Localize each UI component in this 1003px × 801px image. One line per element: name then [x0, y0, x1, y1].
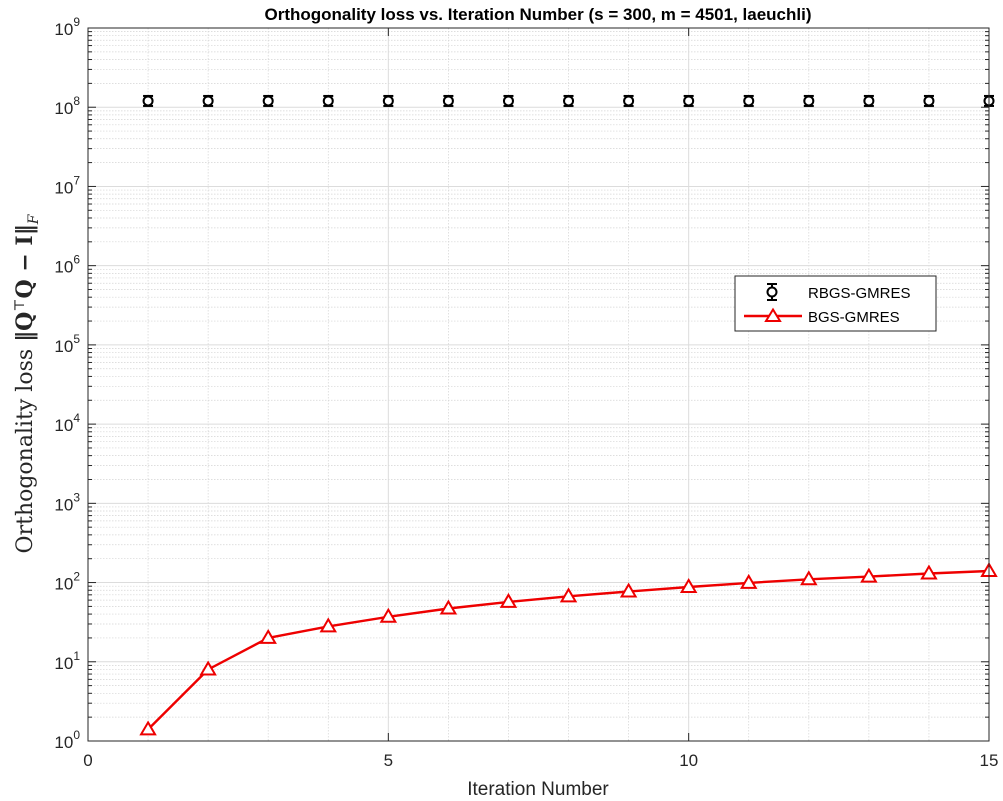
chart-title: Orthogonality loss vs. Iteration Number …: [264, 5, 811, 24]
y-tick-base: 10: [54, 733, 73, 752]
y-tick-exponent: 1: [73, 649, 80, 663]
bgs-gmres-markers: [139, 561, 998, 736]
rbgs-gmres-point: [442, 94, 454, 107]
rbgs-gmres-point: [382, 94, 394, 107]
y-tick-base: 10: [54, 258, 73, 277]
y-tick-label: 104: [54, 411, 80, 435]
rbgs-gmres-point: [502, 94, 514, 107]
y-tick-label: 101: [54, 649, 80, 673]
y-tick-base: 10: [54, 416, 73, 435]
y-tick-label: 103: [54, 490, 80, 514]
bgs-gmres-point: [860, 567, 878, 583]
y-tick-exponent: 4: [73, 411, 80, 425]
y-tick-exponent: 6: [73, 253, 80, 267]
bgs-gmres-point: [139, 720, 157, 736]
bgs-gmres-point: [800, 570, 818, 586]
rbgs-gmres-point: [563, 94, 575, 107]
y-tick-label: 102: [54, 570, 80, 594]
rbgs-gmres-point: [322, 94, 334, 107]
y-axis-label-sup: ⊤: [12, 298, 28, 311]
y-tick-exponent: 8: [73, 94, 80, 108]
rbgs-gmres-point: [202, 94, 214, 107]
rbgs-gmres-series: [142, 94, 995, 107]
y-tick-base: 10: [54, 178, 73, 197]
y-tick-label: 108: [54, 94, 80, 118]
y-tick-exponent: 3: [73, 490, 80, 504]
rbgs-gmres-point: [683, 94, 695, 107]
rbgs-gmres-point: [803, 94, 815, 107]
plot-area-frame: [87, 27, 990, 742]
y-tick-exponent: 5: [73, 332, 80, 346]
bgs-gmres-point: [319, 617, 338, 633]
axis-ticks: [87, 27, 990, 742]
legend-label-rbgs-gmres: RBGS-GMRES: [808, 285, 911, 302]
legend: RBGS-GMRES BGS-GMRES: [734, 275, 937, 332]
bgs-gmres-point: [379, 607, 398, 623]
x-tick-label: 5: [384, 751, 393, 770]
y-axis-label: Orthogonality loss ‖Q⊤Q − I‖F: [12, 213, 42, 553]
rbgs-gmres-point: [262, 94, 274, 107]
rbgs-gmres-point: [923, 94, 935, 107]
y-tick-base: 10: [54, 654, 73, 673]
bgs-gmres-point: [439, 599, 458, 615]
y-tick-label: 100: [54, 728, 80, 752]
y-tick-base: 10: [54, 99, 73, 118]
y-axis-label-math: ‖Q: [12, 312, 38, 342]
bgs-gmres-point: [559, 587, 578, 603]
y-tick-exponent: 0: [73, 728, 80, 742]
y-axis-label-math2: Q − I‖: [12, 224, 38, 298]
bgs-gmres-point: [619, 582, 638, 598]
y-tick-base: 10: [54, 20, 73, 39]
x-axis-label: Iteration Number: [467, 779, 609, 800]
bgs-gmres-point: [499, 592, 518, 608]
x-tick-labels: 0 5 10 15: [83, 751, 998, 770]
y-tick-label: 107: [54, 173, 80, 197]
y-axis-label-sub: F: [26, 213, 42, 225]
y-tick-label: 106: [54, 253, 80, 277]
bgs-gmres-point: [199, 660, 217, 676]
bgs-gmres-point: [920, 564, 938, 580]
y-tick-base: 10: [54, 495, 73, 514]
y-tick-base: 10: [54, 337, 73, 356]
rbgs-gmres-point: [623, 94, 635, 107]
legend-label-bgs-gmres: BGS-GMRES: [808, 309, 900, 326]
y-axis-label-prefix: Orthogonality loss: [13, 342, 38, 554]
y-tick-label: 105: [54, 332, 80, 356]
bgs-gmres-point: [259, 628, 277, 644]
bgs-gmres-point: [679, 577, 698, 593]
legend-marker-bgs-gmres: [744, 307, 802, 322]
bgs-gmres-point: [739, 573, 758, 589]
y-tick-base: 10: [54, 575, 73, 594]
legend-marker-rbgs-gmres: [766, 283, 778, 301]
x-tick-label: 0: [83, 751, 92, 770]
legend-box: [734, 275, 937, 332]
rbgs-gmres-point: [863, 94, 875, 107]
rbgs-gmres-point: [142, 94, 154, 107]
y-tick-exponent: 7: [73, 173, 80, 187]
y-tick-label: 109: [54, 15, 80, 39]
x-tick-label: 10: [679, 751, 698, 770]
y-tick-exponent: 9: [73, 15, 80, 29]
y-tick-exponent: 2: [73, 570, 80, 584]
rbgs-gmres-point: [743, 94, 755, 107]
x-tick-label: 15: [980, 751, 999, 770]
